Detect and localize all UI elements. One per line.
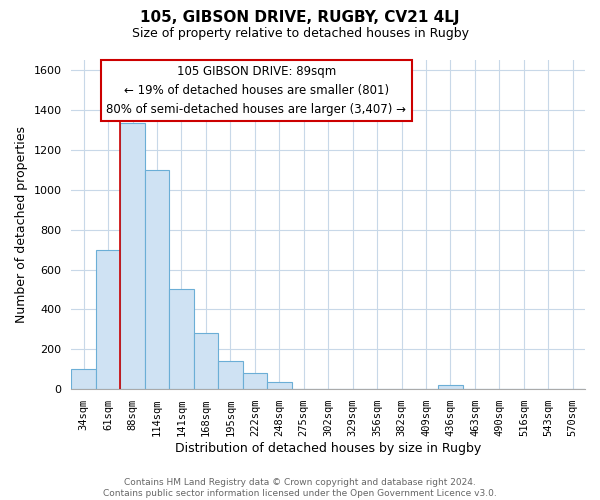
Bar <box>194 334 218 389</box>
X-axis label: Distribution of detached houses by size in Rugby: Distribution of detached houses by size … <box>175 442 481 455</box>
Bar <box>121 123 145 389</box>
Text: Contains HM Land Registry data © Crown copyright and database right 2024.
Contai: Contains HM Land Registry data © Crown c… <box>103 478 497 498</box>
Y-axis label: Number of detached properties: Number of detached properties <box>15 126 28 323</box>
Bar <box>267 382 292 389</box>
Text: 105 GIBSON DRIVE: 89sqm
← 19% of detached houses are smaller (801)
80% of semi-d: 105 GIBSON DRIVE: 89sqm ← 19% of detache… <box>106 65 406 116</box>
Bar <box>438 385 463 389</box>
Bar <box>169 290 194 389</box>
Bar <box>242 374 267 389</box>
Text: Size of property relative to detached houses in Rugby: Size of property relative to detached ho… <box>131 28 469 40</box>
Text: 105, GIBSON DRIVE, RUGBY, CV21 4LJ: 105, GIBSON DRIVE, RUGBY, CV21 4LJ <box>140 10 460 25</box>
Bar <box>71 370 96 389</box>
Bar <box>96 250 121 389</box>
Bar <box>218 362 242 389</box>
Bar <box>145 170 169 389</box>
